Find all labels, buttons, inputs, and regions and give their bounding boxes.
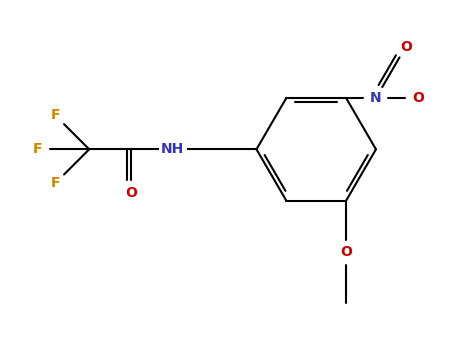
Text: N: N (370, 91, 382, 105)
Text: NH: NH (161, 142, 184, 156)
Text: O: O (125, 186, 137, 200)
Text: O: O (412, 91, 424, 105)
Text: O: O (400, 40, 412, 54)
Text: O: O (340, 245, 352, 259)
Text: F: F (51, 108, 60, 122)
Text: F: F (51, 176, 60, 190)
Text: F: F (32, 142, 42, 156)
